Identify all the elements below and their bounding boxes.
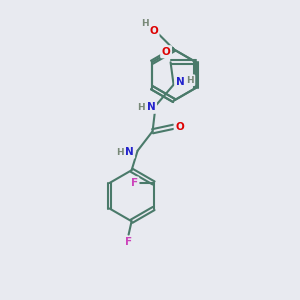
- Text: H: H: [186, 76, 194, 85]
- Text: N: N: [147, 102, 155, 112]
- Text: H: H: [141, 19, 148, 28]
- Text: N: N: [176, 77, 184, 87]
- Text: H: H: [116, 148, 123, 157]
- Text: F: F: [125, 237, 132, 247]
- Text: F: F: [130, 178, 138, 188]
- Text: N: N: [125, 147, 134, 157]
- Text: H: H: [137, 103, 144, 112]
- Text: O: O: [162, 47, 170, 57]
- Text: O: O: [149, 26, 158, 37]
- Text: O: O: [175, 122, 184, 132]
